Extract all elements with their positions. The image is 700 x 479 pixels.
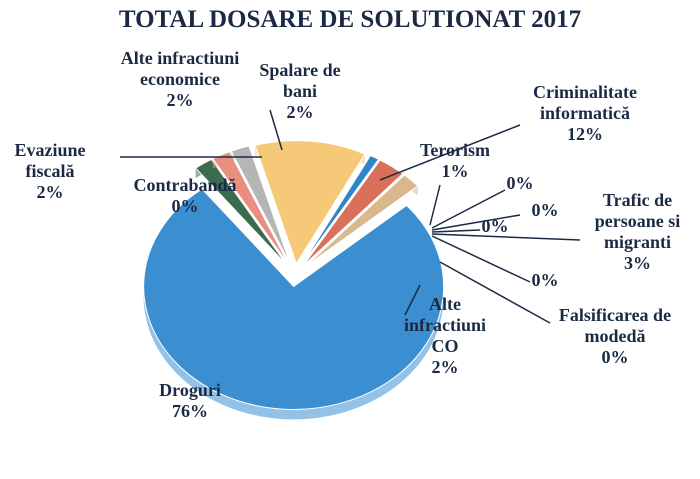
leader-line [439,261,551,324]
slice [194,158,288,266]
leader-line [431,235,531,283]
data-label: Alte infractiuni CO 2% [395,294,495,378]
slice [254,140,366,265]
category-label: Alte infractiuni economice [120,48,240,89]
data-label: Alte infractiuni economice 2% [110,48,250,111]
category-label: Criminalitate informatică [533,82,637,123]
slice [230,145,291,265]
value-label: 76% [172,401,208,421]
value-label: 0% [506,173,534,193]
data-label: Falsificarea de modedă 0% [540,305,690,368]
slice [302,159,404,267]
leader-line [404,284,421,316]
data-label: 0% [500,173,540,194]
value-label: 0% [531,200,559,220]
value-label: 0% [601,347,629,367]
leader-line [431,229,481,233]
value-label: 2% [286,102,314,122]
slice [143,188,445,410]
data-label: 0% [475,216,515,237]
leader-line [431,233,581,241]
data-label: Droguri 76% [140,380,240,422]
category-label: Falsificarea de modedă [558,305,672,346]
category-label: Trafic de persoane si migranti [594,190,681,252]
data-label: Evaziune fiscală 2% [0,140,100,203]
leader-line [431,189,506,229]
value-label: 0% [481,216,509,236]
leader-line [429,184,441,226]
data-label: 0% [525,200,565,221]
category-label: Evaziune fiscală [14,140,86,181]
category-label: Spalare de bani [259,60,341,101]
data-label: Terorism 1% [400,140,510,182]
value-label: 2% [431,357,459,377]
value-label: 0% [531,270,559,290]
data-label: Criminalitate informatică 12% [500,82,670,145]
value-label: 1% [441,161,469,181]
leader-line [379,124,521,181]
slice [304,174,419,268]
category-label: Droguri [159,380,221,400]
slice [212,151,290,266]
leader-line [269,109,283,151]
leader-line [431,214,521,231]
value-label: 2% [36,182,64,202]
data-label: Contrabandă 0% [110,175,260,217]
value-label: 2% [166,90,194,110]
category-label: Alte infractiuni CO [403,294,486,356]
category-label: Contrabandă [133,175,237,195]
category-label: Terorism [420,140,490,160]
data-label: 0% [525,270,565,291]
data-label: Spalare de bani 2% [250,60,350,123]
chart-title: TOTAL DOSARE DE SOLUTIONAT 2017 [118,6,582,33]
value-label: 3% [624,253,651,273]
value-label: 12% [567,124,603,144]
data-label: Trafic de persoane si migranti 3% [575,190,700,274]
value-label: 0% [171,196,199,216]
